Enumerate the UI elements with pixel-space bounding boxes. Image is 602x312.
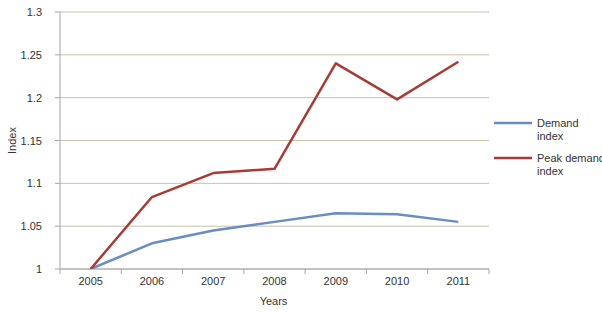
x-tick: [427, 269, 428, 274]
x-tick: [243, 269, 244, 274]
y-axis-label: Index: [6, 127, 18, 154]
y-tick-label: 1.3: [27, 6, 42, 18]
y-tick: [55, 140, 60, 141]
legend: DemandindexPeak demandindex: [494, 117, 602, 177]
x-tick-label: 2008: [262, 275, 286, 287]
plot-area: [91, 62, 459, 269]
y-axis: [60, 12, 61, 269]
x-tick: [305, 269, 306, 274]
x-tick-label: 2007: [201, 275, 225, 287]
y-tick-label: 1.25: [21, 49, 42, 61]
legend-label-line: index: [537, 130, 564, 142]
x-tick-label: 2011: [447, 275, 471, 287]
grid-line: [60, 226, 489, 227]
y-tick: [55, 183, 60, 184]
legend-key: [494, 122, 532, 125]
legend-label-line: index: [537, 165, 564, 177]
grid-line: [60, 97, 489, 98]
x-tick-label: 2005: [78, 275, 102, 287]
grid-line: [60, 12, 489, 13]
grid-line: [60, 183, 489, 184]
x-axis-label: Years: [260, 295, 288, 307]
x-tick-label: 2009: [324, 275, 348, 287]
chart: 1 1.05 1.1 1.15 1.2 1.25 1.3 2005 2006 2007 2008 20…: [0, 0, 602, 312]
series-line: [91, 62, 459, 269]
x-tick: [489, 269, 490, 274]
grid-line: [60, 140, 489, 141]
x-tick: [366, 269, 367, 274]
y-tick: [55, 226, 60, 227]
legend-label-line: Peak demand: [537, 152, 602, 164]
legend-label: Peak demandindex: [537, 152, 602, 177]
y-tick: [55, 12, 60, 13]
y-tick: [55, 54, 60, 55]
y-tick: [55, 97, 60, 98]
legend-label: Demandindex: [537, 117, 579, 142]
series-line: [91, 213, 459, 269]
x-tick-label: 2010: [385, 275, 409, 287]
legend-label-line: Demand: [537, 117, 579, 129]
grid-line: [60, 269, 489, 270]
x-tick: [60, 269, 61, 274]
x-tick: [182, 269, 183, 274]
x-axis: [60, 269, 489, 270]
y-tick-label: 1.15: [21, 135, 42, 147]
y-tick: [55, 269, 60, 270]
x-tick-label: 2006: [140, 275, 164, 287]
y-tick-label: 1: [36, 263, 42, 275]
x-tick: [121, 269, 122, 274]
y-tick-label: 1.05: [21, 220, 42, 232]
y-tick-label: 1.1: [27, 177, 42, 189]
legend-key: [494, 157, 532, 160]
grid-line: [60, 54, 489, 55]
y-tick-label: 1.2: [27, 92, 42, 104]
